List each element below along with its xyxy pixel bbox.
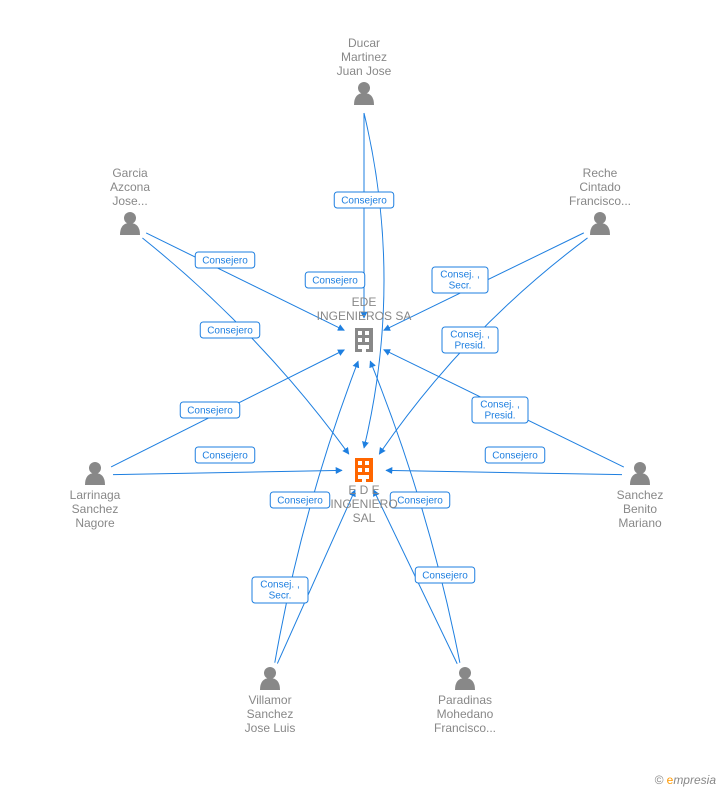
- person-node[interactable]: RecheCintadoFrancisco...: [569, 166, 631, 235]
- person-node[interactable]: SanchezBenitoMariano: [617, 462, 664, 530]
- node-label: Martinez: [341, 50, 387, 64]
- node-label: INGENIEROS SA: [317, 309, 412, 323]
- edge-label: Consejero: [202, 256, 248, 267]
- node-label: Sanchez: [247, 707, 294, 721]
- node-label: Francisco...: [434, 721, 496, 735]
- node-label: Sanchez: [617, 488, 664, 502]
- node-label: Ducar: [348, 36, 380, 50]
- network-diagram: Consejero Consejero Consejero Consejero Cons…: [0, 0, 728, 795]
- node-label: Juan Jose: [337, 64, 392, 78]
- edge-label: Consejero: [341, 196, 387, 207]
- edge-label: Consejero: [207, 326, 253, 337]
- copyright-symbol: ©: [654, 773, 663, 787]
- node-label: Azcona: [110, 180, 150, 194]
- node-label: Mariano: [618, 516, 662, 530]
- person-node[interactable]: GarciaAzconaJose...: [110, 166, 150, 235]
- edge-label: Consejero: [202, 451, 248, 462]
- person-node[interactable]: VillamorSanchezJose Luis: [245, 667, 296, 735]
- node-label: Nagore: [75, 516, 115, 530]
- node-label: Jose Luis: [245, 721, 296, 735]
- edge-label: Consejero: [277, 496, 323, 507]
- brand-text: mpresia: [673, 773, 716, 787]
- node-label: Benito: [623, 502, 657, 516]
- edge-label: Presid.: [454, 341, 485, 352]
- node-label: Jose...: [112, 194, 147, 208]
- edge-label: Consej. ,: [480, 400, 519, 411]
- edge-label-layer: Consejero Consejero Consejero Consejero Cons…: [180, 192, 545, 603]
- edge-label: Presid.: [484, 411, 515, 422]
- company-node[interactable]: E D EINGENIEROSAL: [330, 458, 397, 525]
- edge-garcia-ede_sal: [142, 238, 348, 454]
- node-label: Villamor: [248, 693, 291, 707]
- node-layer: DucarMartinezJuan Jose GarciaAzconaJose..…: [70, 36, 664, 735]
- person-node[interactable]: ParadinasMohedanoFrancisco...: [434, 667, 496, 735]
- edge-ducar-ede_sal: [364, 113, 384, 448]
- person-node[interactable]: DucarMartinezJuan Jose: [337, 36, 392, 105]
- edge-label: Consejero: [422, 571, 468, 582]
- edge-label: Consej. ,: [260, 580, 299, 591]
- node-label: EDE: [352, 295, 377, 309]
- node-label: Cintado: [579, 180, 621, 194]
- node-label: Sanchez: [72, 502, 119, 516]
- watermark: © empresia: [654, 773, 716, 787]
- node-label: Mohedano: [437, 707, 494, 721]
- edge-label: Consejero: [312, 276, 358, 287]
- node-label: INGENIERO: [330, 497, 397, 511]
- edge-label: Secr.: [449, 281, 472, 292]
- edge-label: Consejero: [187, 406, 233, 417]
- node-label: Garcia: [112, 166, 148, 180]
- edge-label: Consej. ,: [440, 270, 479, 281]
- node-label: Paradinas: [438, 693, 492, 707]
- node-label: Larrinaga: [70, 488, 121, 502]
- node-label: SAL: [353, 511, 376, 525]
- node-label: Reche: [583, 166, 618, 180]
- edge-larrinaga-ede_sal: [113, 470, 342, 474]
- node-label: E D E: [348, 483, 379, 497]
- edge-label: Consej. ,: [450, 330, 489, 341]
- person-node[interactable]: LarrinagaSanchezNagore: [70, 462, 121, 530]
- edge-label: Secr.: [269, 591, 292, 602]
- edge-label: Consejero: [397, 496, 443, 507]
- edge-label: Consejero: [492, 451, 538, 462]
- edge-sanchez-ede_sal: [386, 470, 622, 474]
- node-label: Francisco...: [569, 194, 631, 208]
